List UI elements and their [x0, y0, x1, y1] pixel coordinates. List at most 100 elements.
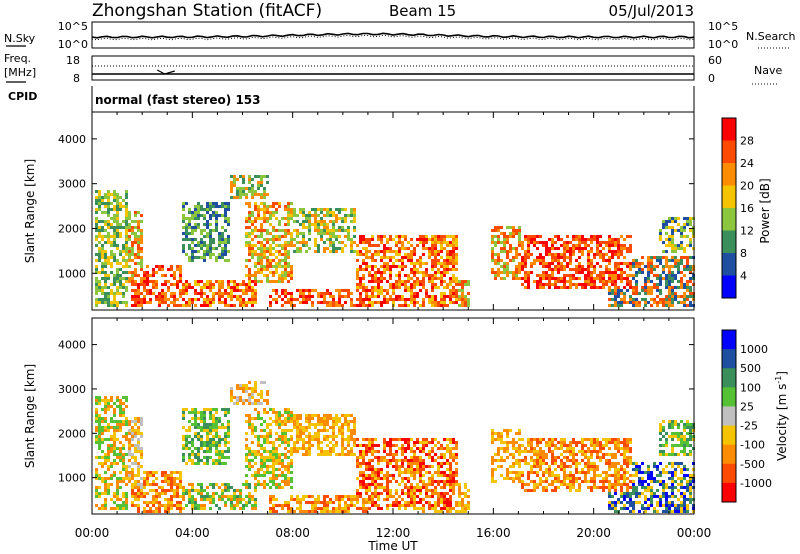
scatter-cell [365, 501, 368, 504]
freq-left-tick-bottom: 8 [73, 72, 80, 85]
scatter-cell [116, 447, 119, 450]
scatter-cell [449, 450, 452, 453]
scatter-cell [506, 444, 509, 447]
scatter-cell [131, 492, 134, 495]
scatter-cell [422, 241, 425, 244]
scatter-cell [593, 283, 596, 286]
scatter-cell [311, 208, 314, 211]
scatter-cell [440, 447, 443, 450]
scatter-cell [407, 298, 410, 301]
scatter-cell [137, 247, 140, 250]
scatter-cell [386, 486, 389, 489]
scatter-cell [152, 498, 155, 501]
scatter-cell [449, 468, 452, 471]
scatter-cell [206, 432, 209, 435]
scatter-cell [200, 304, 203, 307]
scatter-cell [335, 453, 338, 456]
scatter-cell [233, 402, 236, 405]
scatter-cell [389, 247, 392, 250]
scatter-cell [434, 247, 437, 250]
scatter-cell [236, 187, 239, 190]
scatter-cell [182, 205, 185, 208]
scatter-cell [170, 301, 173, 304]
scatter-cell [662, 223, 665, 226]
scatter-cell [446, 474, 449, 477]
scatter-cell [221, 214, 224, 217]
scatter-cell [578, 244, 581, 247]
scatter-cell [389, 286, 392, 289]
scatter-cell [302, 235, 305, 238]
scatter-cell [305, 501, 308, 504]
scatter-cell [236, 501, 239, 504]
scatter-cell [656, 289, 659, 292]
scatter-cell [233, 304, 236, 307]
scatter-cell [647, 280, 650, 283]
scatter-cell [413, 459, 416, 462]
scatter-cell [119, 486, 122, 489]
scatter-cell [380, 292, 383, 295]
scatter-cell [641, 289, 644, 292]
scatter-cell [218, 507, 221, 510]
scatter-cell [392, 286, 395, 289]
scatter-cell [194, 417, 197, 420]
scatter-cell [260, 390, 263, 393]
scatter-cell [281, 247, 284, 250]
scatter-cell [350, 238, 353, 241]
scatter-cell [497, 235, 500, 238]
scatter-cell [227, 489, 230, 492]
scatter-cell [293, 214, 296, 217]
scatter-cell [368, 438, 371, 441]
scatter-cell [173, 298, 176, 301]
scatter-cell [518, 235, 521, 238]
scatter-cell [422, 283, 425, 286]
scatter-cell [302, 447, 305, 450]
scatter-cell [125, 432, 128, 435]
scatter-cell [590, 259, 593, 262]
scatter-cell [269, 280, 272, 283]
scatter-cell [191, 214, 194, 217]
scatter-cell [104, 501, 107, 504]
scatter-cell [209, 429, 212, 432]
scatter-cell [299, 438, 302, 441]
scatter-cell [398, 247, 401, 250]
scatter-cell [566, 265, 569, 268]
scatter-cell [299, 435, 302, 438]
scatter-cell [260, 253, 263, 256]
scatter-cell [620, 268, 623, 271]
scatter-cell [494, 274, 497, 277]
scatter-cell [380, 486, 383, 489]
scatter-cell [128, 223, 131, 226]
scatter-cell [500, 459, 503, 462]
scatter-cell [194, 208, 197, 211]
scatter-cell [401, 504, 404, 507]
scatter-cell [392, 238, 395, 241]
scatter-cell [98, 193, 101, 196]
scatter-cell [335, 435, 338, 438]
scatter-cell [173, 277, 176, 280]
scatter-cell [629, 265, 632, 268]
scatter-cell [272, 510, 275, 513]
scatter-cell [128, 450, 131, 453]
scatter-cell [404, 280, 407, 283]
scatter-cell [101, 432, 104, 435]
scatter-cell [272, 447, 275, 450]
scatter-cell [257, 471, 260, 474]
scatter-cell [101, 456, 104, 459]
scatter-cell [323, 226, 326, 229]
scatter-cell [320, 507, 323, 510]
scatter-cell [155, 283, 158, 286]
scatter-cell [332, 211, 335, 214]
scatter-cell [377, 477, 380, 480]
scatter-cell [290, 471, 293, 474]
scatter-cell [254, 253, 257, 256]
scatter-cell [248, 283, 251, 286]
scatter-cell [368, 289, 371, 292]
freq-left-unit: [MHz] [4, 66, 36, 79]
scatter-cell [206, 298, 209, 301]
scatter-cell [242, 193, 245, 196]
scatter-cell [248, 202, 251, 205]
scatter-cell [188, 298, 191, 301]
scatter-cell [497, 435, 500, 438]
scatter-cell [206, 232, 209, 235]
scatter-cell [245, 387, 248, 390]
